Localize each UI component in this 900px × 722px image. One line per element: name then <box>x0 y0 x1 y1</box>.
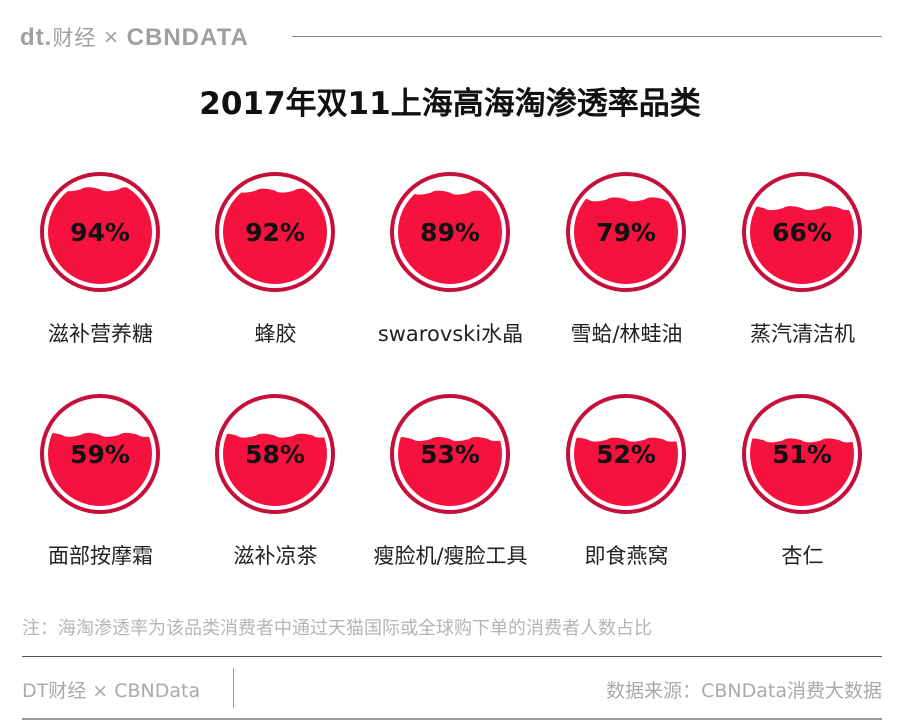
value-label: 92% <box>245 218 305 247</box>
category-label: 蜂胶 <box>254 322 297 346</box>
penetration-bubble: 51% <box>742 394 862 514</box>
fill-level <box>223 188 327 284</box>
value-label: 66% <box>772 218 832 247</box>
fill-level <box>574 197 678 284</box>
value-label: 59% <box>70 440 130 469</box>
page-title: 2017年双11上海高海淘渗透率品类 <box>199 86 701 122</box>
divider <box>233 668 234 708</box>
fill-level <box>398 436 502 506</box>
divider <box>22 656 882 657</box>
brand-logo: dt.财经 × CBNDATA <box>20 24 249 51</box>
value-label: 79% <box>596 218 656 247</box>
category-label: 雪蛤/林蛙油 <box>570 322 683 346</box>
fill-level <box>48 432 152 506</box>
category-label: 滋补凉茶 <box>233 544 318 568</box>
category-label: 面部按摩霜 <box>48 544 153 568</box>
value-label: 94% <box>70 218 130 247</box>
penetration-bubble: 94% <box>40 172 160 292</box>
penetration-chart: 94% 92% 89% 79% 66% 59% 58% 53% 52% 51% <box>40 172 862 514</box>
category-label: 即食燕窝 <box>584 544 669 568</box>
category-label: swarovski水晶 <box>377 322 524 346</box>
value-label: 53% <box>420 440 480 469</box>
divider <box>22 718 882 720</box>
penetration-bubble: 79% <box>566 172 686 292</box>
value-label: 52% <box>596 440 656 469</box>
value-label: 89% <box>420 218 480 247</box>
penetration-bubble: 58% <box>215 394 335 514</box>
fill-level <box>750 206 854 284</box>
fill-level <box>223 433 327 506</box>
category-label: 杏仁 <box>781 544 824 568</box>
fill-level <box>574 437 678 506</box>
footnote: 注：海淘渗透率为该品类消费者中通过天猫国际或全球购下单的消费者人数占比 <box>22 618 652 639</box>
value-label: 58% <box>245 440 305 469</box>
fill-level <box>750 438 854 506</box>
penetration-bubble: 66% <box>742 172 862 292</box>
divider <box>292 36 882 37</box>
category-label: 瘦脸机/瘦脸工具 <box>373 544 528 568</box>
penetration-bubble: 59% <box>40 394 160 514</box>
fill-level <box>398 190 502 284</box>
penetration-bubble: 89% <box>390 172 510 292</box>
penetration-bubble: 53% <box>390 394 510 514</box>
data-source: 数据来源：CBNData消费大数据 <box>606 680 882 702</box>
footer-brand: DT财经 × CBNData <box>22 680 201 702</box>
penetration-bubble: 52% <box>566 394 686 514</box>
category-label: 滋补营养糖 <box>48 322 153 346</box>
category-label: 蒸汽清洁机 <box>750 322 855 346</box>
penetration-bubble: 92% <box>215 172 335 292</box>
fill-level <box>48 187 152 284</box>
value-label: 51% <box>772 440 832 469</box>
